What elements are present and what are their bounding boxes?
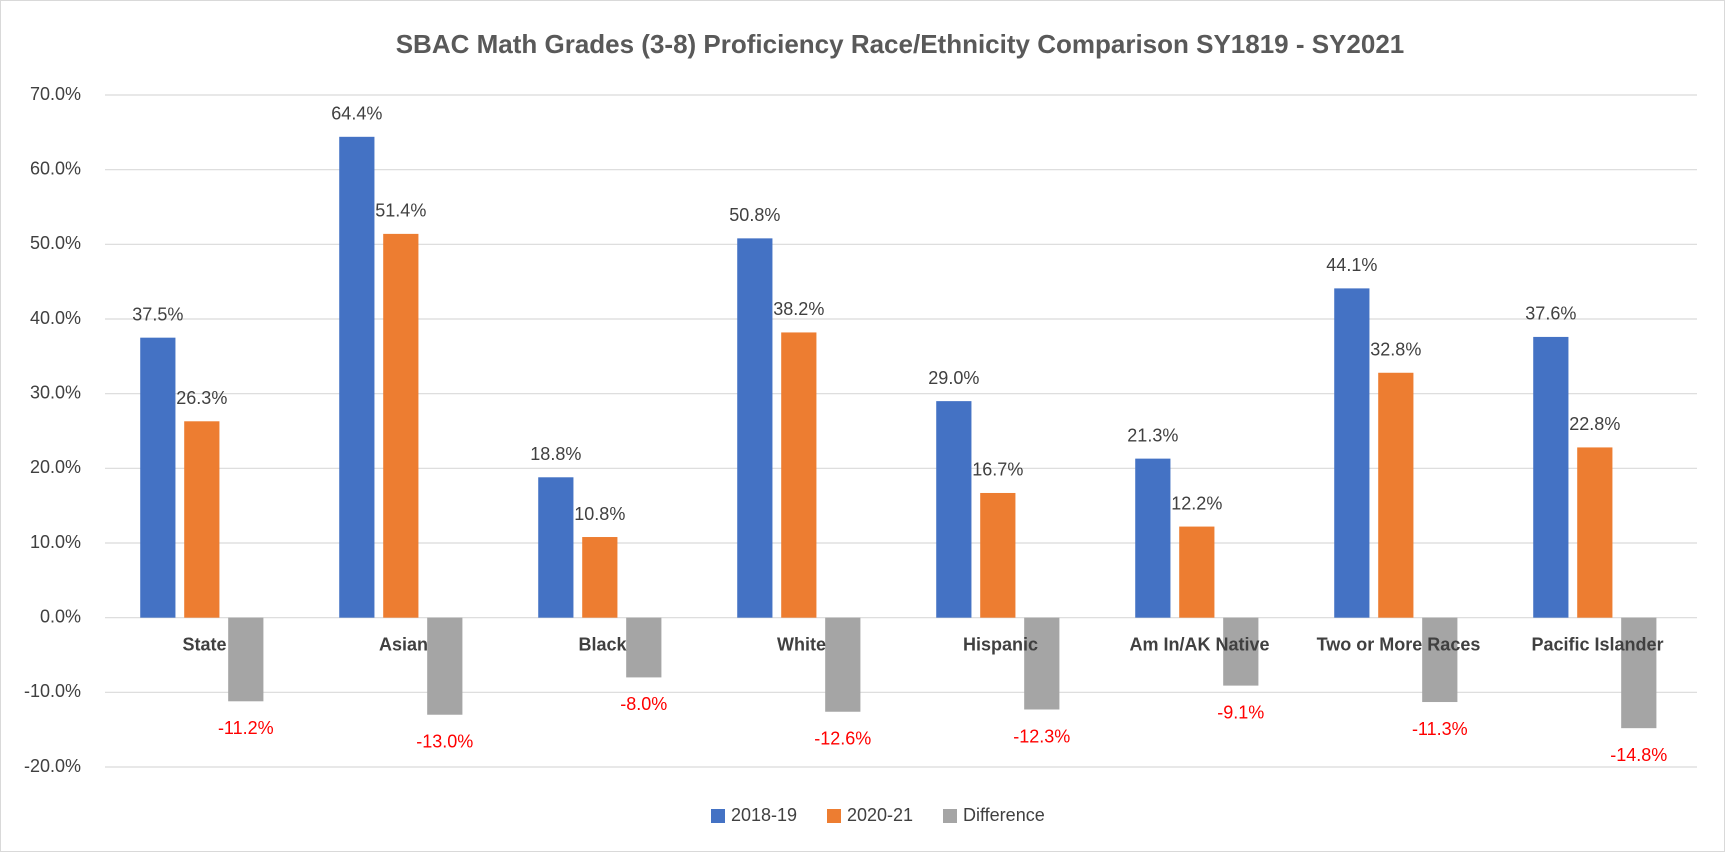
data-label: -13.0% [416,731,473,751]
data-label: 29.0% [928,368,979,388]
x-tick-label: State [182,634,226,654]
x-tick-label: Pacific Islander [1531,634,1663,654]
y-tick-label: 60.0% [30,158,81,178]
legend-swatch [943,809,957,823]
y-tick-label: 20.0% [30,457,81,477]
bar [980,492,1016,618]
bar [1135,458,1171,618]
bar [825,617,861,712]
data-label: -14.8% [1610,745,1667,765]
legend-swatch [711,809,725,823]
y-tick-label: 40.0% [30,308,81,328]
bar [184,421,220,618]
data-label: 10.8% [574,504,625,524]
bar [1024,617,1060,710]
data-label: -11.3% [1412,719,1468,739]
bar [582,537,618,618]
data-label: -9.1% [1217,702,1264,722]
data-label: 16.7% [972,460,1023,480]
bar [140,337,176,618]
bar [626,617,662,678]
data-label: -8.0% [620,694,667,714]
data-label: -12.6% [814,728,871,748]
data-label: 37.6% [1525,304,1576,324]
bar [936,401,972,618]
x-tick-label: Asian [379,634,428,654]
x-tick-label: Black [578,634,627,654]
legend-label: Difference [963,805,1045,825]
x-tick-label: Hispanic [963,634,1038,654]
data-label: 21.3% [1127,425,1178,445]
chart-title: SBAC Math Grades (3-8) Proficiency Race/… [396,29,1405,59]
x-tick-label: Am In/AK Native [1129,634,1269,654]
bar [1334,288,1370,618]
bar [737,238,773,618]
data-label: 26.3% [176,388,227,408]
legend-swatch [827,809,841,823]
bar [228,617,264,702]
y-tick-label: 70.0% [30,84,81,104]
bar [1577,447,1613,618]
bar [427,617,463,715]
y-tick-label: -10.0% [24,681,81,701]
data-label: 32.8% [1370,340,1421,360]
data-label: 12.2% [1171,493,1222,513]
bar [383,233,419,618]
data-label: -11.2% [218,718,274,738]
bar [538,477,574,618]
data-label: -12.3% [1013,726,1070,746]
bar [1378,372,1414,618]
bar [1621,617,1657,729]
data-label: 50.8% [729,205,780,225]
x-tick-label: White [777,634,826,654]
data-label: 64.4% [331,104,382,124]
data-label: 22.8% [1569,414,1620,434]
bar [1179,526,1215,618]
y-tick-label: 50.0% [30,233,81,253]
bar [781,332,817,618]
data-label: 38.2% [773,299,824,319]
data-label: 44.1% [1326,255,1377,275]
y-tick-label: -20.0% [24,756,81,776]
bar [1223,617,1259,686]
data-label: 18.8% [530,444,581,464]
x-tick-label: Two or More Races [1317,634,1481,654]
data-label: 37.5% [132,304,183,324]
legend-label: 2018-19 [731,805,797,825]
data-label: 51.4% [375,201,426,221]
bar [339,136,375,618]
bar [1422,617,1458,703]
y-tick-label: 30.0% [30,382,81,402]
legend-label: 2020-21 [847,805,913,825]
y-tick-label: 10.0% [30,532,81,552]
bar [1533,336,1569,618]
y-tick-label: 0.0% [40,606,81,626]
